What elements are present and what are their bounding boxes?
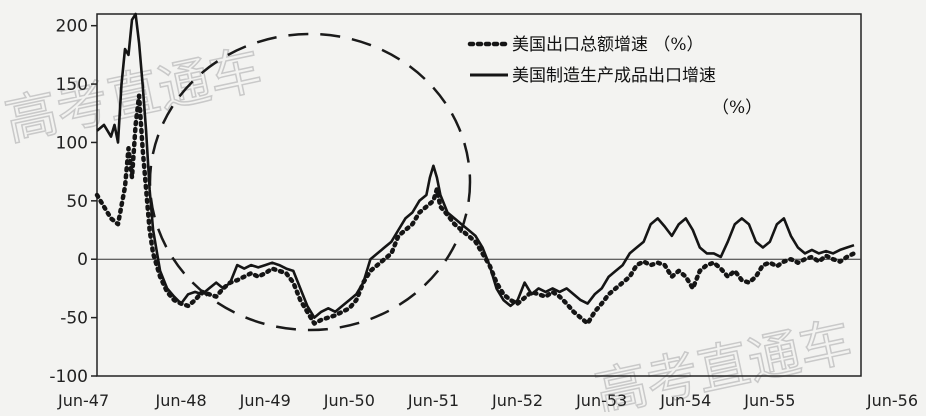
x-tick-label: Jun-50 [323, 391, 375, 410]
y-tick-label: 0 [77, 250, 88, 270]
watermark-layer: 高考直通车 高考直通车 [0, 39, 858, 416]
series-line-total-exports [94, 93, 857, 326]
legend-label-manufactured-exports-unit: （%） [712, 98, 762, 118]
x-tick-label: Jun-53 [575, 391, 627, 410]
y-tick-label: 150 [56, 75, 88, 95]
y-tick-label: 50 [66, 192, 88, 212]
series-line-manufactured-exports [96, 12, 855, 319]
y-tick-label: -50 [60, 309, 88, 329]
x-tick-label: Jun-47 [57, 391, 109, 410]
x-tick-label: Jun-54 [659, 391, 711, 410]
x-tick-label: Jun-52 [491, 391, 543, 410]
x-axis: Jun-47 Jun-48 Jun-49 Jun-50 Jun-51 Jun-52 Jun-… [57, 391, 918, 410]
legend-label-total-exports: 美国出口总额增速 （%） [512, 35, 704, 55]
x-tick-label: Jun-48 [155, 391, 207, 410]
legend-label-manufactured-exports: 美国制造生产成品出口增速 [512, 66, 716, 86]
x-tick-label: Jun-51 [407, 391, 459, 410]
y-tick-label: 100 [56, 133, 88, 153]
y-tick-label: 200 [56, 17, 88, 37]
x-tick-label: Jun-49 [239, 391, 291, 410]
y-tick-label: -100 [49, 367, 88, 387]
x-tick-label: Jun-56 [866, 391, 918, 410]
legend: 美国出口总额增速 （%） 美国制造生产成品出口增速 （%） [467, 35, 762, 118]
y-axis: 200 150 100 50 0 -50 -100 [49, 17, 97, 387]
x-tick-label: Jun-55 [743, 391, 795, 410]
series-layer [94, 12, 857, 326]
watermark-mark: 高考直通车 [590, 312, 857, 412]
